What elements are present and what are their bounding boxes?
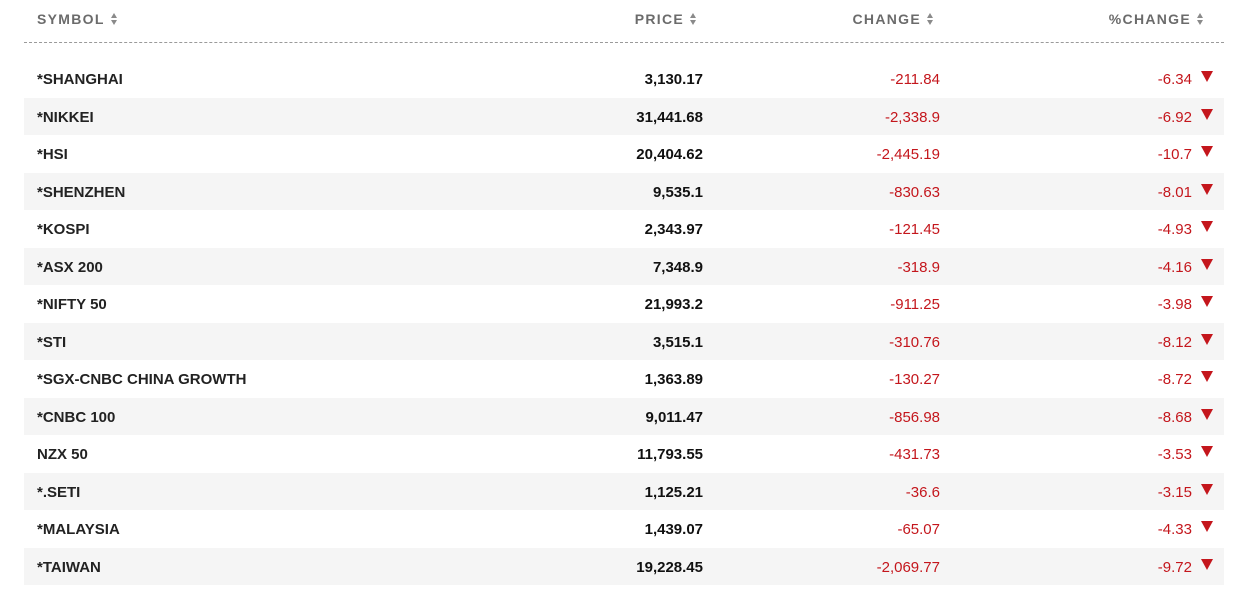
change-header-label: CHANGE xyxy=(852,11,921,27)
pct-change-value: -8.68 xyxy=(1157,408,1192,426)
table-header: SYMBOL PRICE CHANGE %CHANGE xyxy=(24,0,1224,43)
table-row: *STI 3,515.1 -310.76 -8.12 xyxy=(24,322,1224,360)
down-arrow-icon xyxy=(1201,146,1213,157)
change-value: -130.27 xyxy=(889,371,940,388)
price-value: 11,793.55 xyxy=(637,446,703,463)
down-arrow-icon xyxy=(1201,221,1213,232)
sort-change-header[interactable]: CHANGE xyxy=(853,11,934,27)
symbol-header-label: SYMBOL xyxy=(37,11,105,27)
symbol-link[interactable]: *NIKKEI xyxy=(37,108,94,126)
symbol-link[interactable]: *MALAYSIA xyxy=(37,521,120,538)
symbol-link[interactable]: *.SETI xyxy=(37,483,81,501)
symbol-link[interactable]: *ASX 200 xyxy=(37,258,103,276)
down-arrow-icon xyxy=(1201,408,1213,420)
table-row: *SHANGHAI 3,130.17 -211.84 -6.34 xyxy=(24,60,1224,98)
change-value: -911.25 xyxy=(890,296,940,313)
price-value: 1,125.21 xyxy=(644,483,703,501)
sort-pct-change-header[interactable]: %CHANGE xyxy=(1109,11,1204,27)
symbol-link[interactable]: *SGX-CNBC CHINA GROWTH xyxy=(37,371,247,388)
down-arrow-icon xyxy=(1201,333,1213,345)
sort-icon xyxy=(927,12,934,25)
pct-change-value: -3.15 xyxy=(1157,483,1192,501)
table-row: *NIKKEI 31,441.68 -2,338.9 -6.92 xyxy=(24,97,1224,135)
pct-change-value: -4.16 xyxy=(1157,258,1192,276)
pct-change-value: -6.92 xyxy=(1157,108,1192,126)
change-value: -310.76 xyxy=(889,333,940,351)
symbol-link[interactable]: *TAIWAN xyxy=(37,558,101,576)
price-value: 7,348.9 xyxy=(652,258,703,276)
sort-icon xyxy=(110,12,118,25)
price-value: 31,441.68 xyxy=(636,108,703,126)
down-arrow-icon xyxy=(1201,371,1213,382)
change-value: -431.73 xyxy=(889,446,940,463)
down-arrow-icon xyxy=(1201,108,1213,120)
change-value: -318.9 xyxy=(897,258,940,276)
symbol-link[interactable]: *NIFTY 50 xyxy=(37,296,107,313)
change-value: -121.45 xyxy=(889,221,940,238)
pct-change-value: -8.12 xyxy=(1157,333,1192,351)
change-value: -211.84 xyxy=(890,71,940,88)
change-value: -856.98 xyxy=(889,408,940,426)
table-body: *SHANGHAI 3,130.17 -211.84 -6.34 *NIKKEI… xyxy=(24,60,1224,585)
pct-change-value: -8.01 xyxy=(1157,183,1192,201)
symbol-link[interactable]: *STI xyxy=(37,333,67,351)
market-indices-table: SYMBOL PRICE CHANGE %CHANGE *SHANGHAI 3,… xyxy=(24,0,1224,585)
symbol-link[interactable]: *HSI xyxy=(37,146,68,163)
table-row: *CNBC 100 9,011.47 -856.98 -8.68 xyxy=(24,397,1224,435)
table-row: *TAIWAN 19,228.45 -2,069.77 -9.72 xyxy=(24,547,1224,585)
symbol-link[interactable]: *SHANGHAI xyxy=(37,71,123,88)
down-arrow-icon xyxy=(1201,558,1213,570)
change-value: -65.07 xyxy=(897,521,940,538)
symbol-link[interactable]: *CNBC 100 xyxy=(37,408,116,426)
price-value: 20,404.62 xyxy=(636,146,703,163)
pct-change-value: -9.72 xyxy=(1157,558,1192,576)
table-row: NZX 50 11,793.55 -431.73 -3.53 xyxy=(24,435,1224,473)
price-value: 21,993.2 xyxy=(644,296,703,313)
price-value: 1,439.07 xyxy=(644,521,703,538)
change-value: -830.63 xyxy=(889,183,940,201)
price-value: 9,535.1 xyxy=(652,183,703,201)
table-row: *MALAYSIA 1,439.07 -65.07 -4.33 xyxy=(24,510,1224,548)
symbol-link[interactable]: *KOSPI xyxy=(37,221,90,238)
pct-change-value: -8.72 xyxy=(1157,371,1192,388)
pct-change-value: -4.93 xyxy=(1157,221,1192,238)
table-row: *HSI 20,404.62 -2,445.19 -10.7 xyxy=(24,135,1224,173)
change-value: -2,445.19 xyxy=(876,146,940,163)
down-arrow-icon xyxy=(1201,296,1213,307)
price-value: 3,130.17 xyxy=(644,71,703,88)
down-arrow-icon xyxy=(1201,183,1213,195)
sort-icon xyxy=(1197,12,1204,25)
down-arrow-icon xyxy=(1201,258,1213,270)
symbol-link[interactable]: NZX 50 xyxy=(37,446,88,463)
pct-change-value: -10.7 xyxy=(1157,146,1192,163)
price-value: 1,363.89 xyxy=(644,371,703,388)
down-arrow-icon xyxy=(1201,71,1213,82)
sort-price-header[interactable]: PRICE xyxy=(635,11,697,27)
price-value: 3,515.1 xyxy=(652,333,703,351)
pct-change-value: -6.34 xyxy=(1157,71,1192,88)
table-row: *KOSPI 2,343.97 -121.45 -4.93 xyxy=(24,210,1224,248)
down-arrow-icon xyxy=(1201,521,1213,532)
change-value: -36.6 xyxy=(905,483,940,501)
price-header-label: PRICE xyxy=(634,11,684,27)
sort-symbol-header[interactable]: SYMBOL xyxy=(37,11,118,27)
down-arrow-icon xyxy=(1201,483,1213,495)
down-arrow-icon xyxy=(1201,446,1213,457)
table-row: *SGX-CNBC CHINA GROWTH 1,363.89 -130.27 … xyxy=(24,360,1224,398)
table-row: *NIFTY 50 21,993.2 -911.25 -3.98 xyxy=(24,285,1224,323)
pct-change-header-label: %CHANGE xyxy=(1108,11,1191,27)
table-row: *SHENZHEN 9,535.1 -830.63 -8.01 xyxy=(24,172,1224,210)
pct-change-value: -3.53 xyxy=(1157,446,1192,463)
pct-change-value: -4.33 xyxy=(1157,521,1192,538)
price-value: 9,011.47 xyxy=(645,408,703,426)
change-value: -2,069.77 xyxy=(876,558,940,576)
pct-change-value: -3.98 xyxy=(1157,296,1192,313)
change-value: -2,338.9 xyxy=(884,108,940,126)
sort-icon xyxy=(690,12,697,25)
price-value: 19,228.45 xyxy=(636,558,703,576)
table-row: *.SETI 1,125.21 -36.6 -3.15 xyxy=(24,472,1224,510)
price-value: 2,343.97 xyxy=(644,221,703,238)
symbol-link[interactable]: *SHENZHEN xyxy=(37,183,126,201)
table-row: *ASX 200 7,348.9 -318.9 -4.16 xyxy=(24,247,1224,285)
